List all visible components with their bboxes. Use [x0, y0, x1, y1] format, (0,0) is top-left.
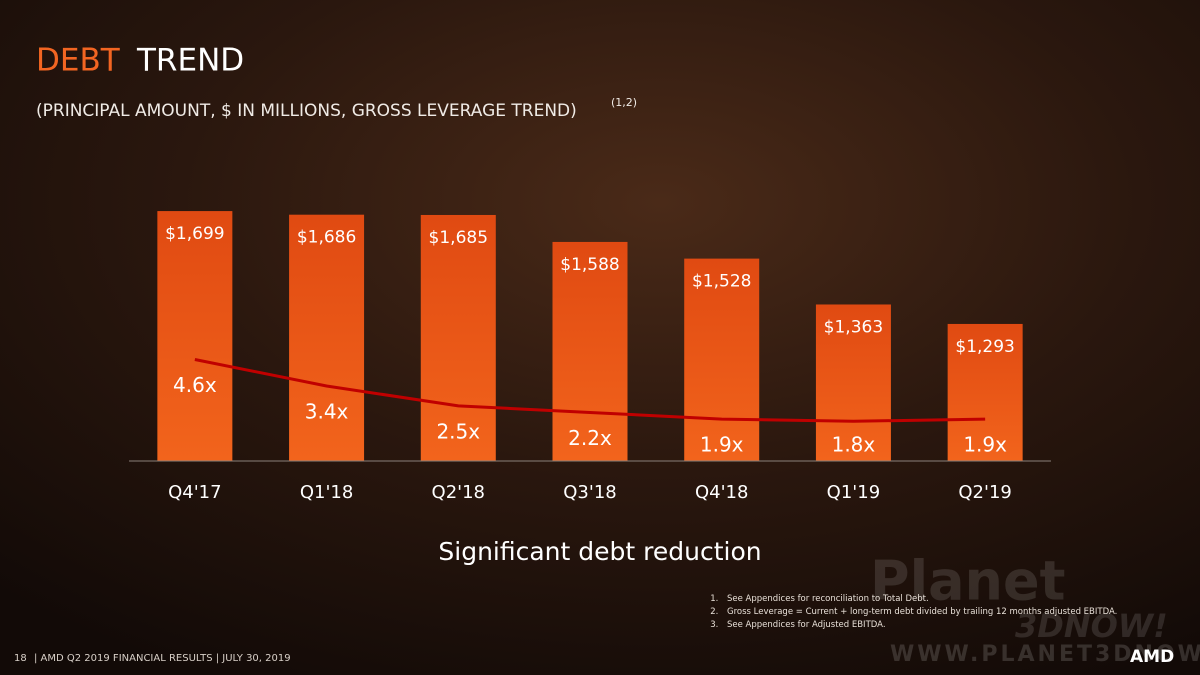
x-tick-label: Q2'18	[432, 482, 485, 503]
bar	[289, 214, 365, 461]
subtitle: (PRINCIPAL AMOUNT, $ IN MILLIONS, GROSS …	[36, 101, 577, 121]
line-value-label: 3.4x	[305, 399, 349, 423]
line-value-label: 1.8x	[832, 433, 876, 457]
subtitle-note: (1,2)	[611, 96, 637, 109]
line-value-label: 2.2x	[568, 426, 612, 450]
bar	[552, 241, 628, 461]
bar	[420, 214, 496, 461]
x-tick-label: Q4'17	[168, 482, 221, 503]
footer: | AMD Q2 2019 FINANCIAL RESULTS | JULY 3…	[34, 653, 291, 664]
bar-value-label: $1,528	[692, 272, 751, 292]
x-tick-label: Q2'19	[958, 482, 1011, 503]
conclusion: Significant debt reduction	[438, 537, 761, 566]
line-value-label: 1.9x	[700, 433, 744, 457]
bar	[947, 323, 1023, 461]
footnote: See Appendices for Adjusted EBITDA.	[721, 619, 1117, 632]
bar-value-label: $1,686	[297, 228, 356, 248]
footnote: See Appendices for reconciliation to Tot…	[721, 593, 1117, 606]
x-tick-label: Q1'19	[827, 482, 880, 503]
line-value-label: 4.6x	[173, 373, 217, 397]
footnote: Gross Leverage = Current + long-term deb…	[721, 606, 1117, 619]
line-value-label: 2.5x	[436, 419, 480, 443]
bar-value-label: $1,699	[165, 224, 224, 244]
footnotes: See Appendices for reconciliation to Tot…	[703, 593, 1117, 632]
line	[194, 358, 986, 423]
bar-value-label: $1,363	[824, 317, 883, 337]
bar-value-label: $1,588	[560, 255, 619, 275]
bar	[815, 304, 891, 461]
line-value-label: 1.9x	[963, 433, 1007, 457]
bar-value-label: $1,293	[955, 337, 1014, 357]
x-tick-label: Q3'18	[563, 482, 616, 503]
bar-value-label: $1,685	[429, 228, 488, 248]
title: TREND	[136, 43, 244, 79]
logo: AMD	[1130, 647, 1174, 667]
watermark: WWW.PLANET3DNOW	[890, 642, 1200, 667]
x-tick-label: Q4'18	[695, 482, 748, 503]
bar	[684, 258, 760, 461]
x-tick-label: Q1'18	[300, 482, 353, 503]
bar	[157, 211, 233, 461]
watermark: Planet	[870, 550, 1065, 613]
watermark: 3DNOW!	[1015, 607, 1168, 645]
title-accent: DEBT	[36, 43, 121, 79]
page-number: 18	[14, 653, 27, 664]
